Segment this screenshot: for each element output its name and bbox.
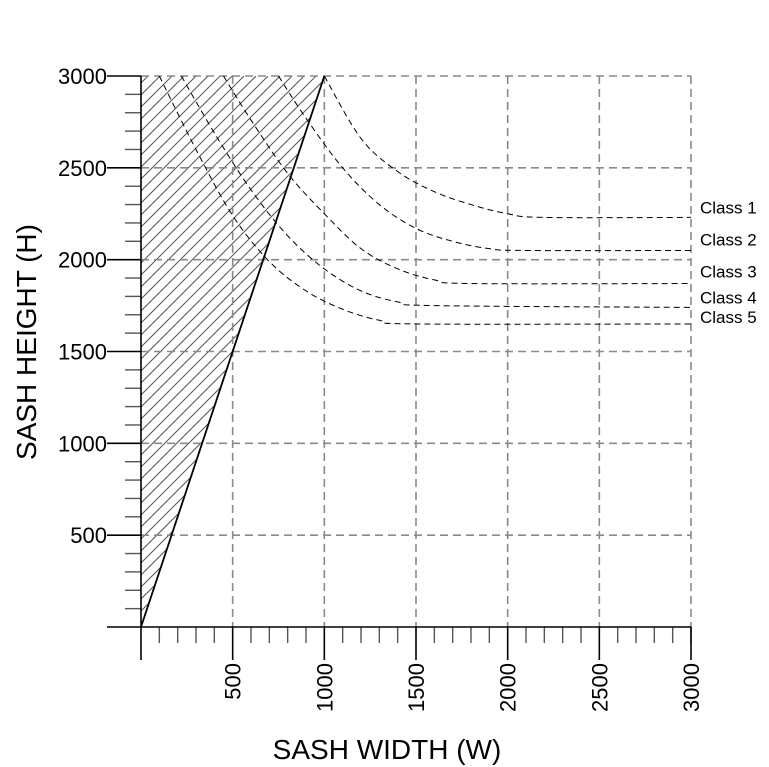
hatch-line [141,76,257,627]
y-axis-title: SASH HEIGHT (H) [11,224,42,460]
class-label: Class 4 [700,288,757,307]
class-curve [223,75,692,285]
x-tick-label: 1500 [404,663,429,712]
y-tick-label: 2000 [58,248,107,273]
hatch-line [365,76,769,627]
x-tick-label: 1000 [312,663,337,712]
y-tick-label: 2500 [58,156,107,181]
limit-line [140,75,326,628]
class-curves [158,75,692,325]
x-tick-label: 500 [221,663,246,700]
x-tick-label: 2500 [587,663,612,712]
axes [107,75,692,660]
class-label: Class 2 [700,230,757,249]
hatch-line [141,76,245,627]
hatch-line [148,76,325,627]
class-label: Class 1 [700,198,757,217]
y-tick-label: 1500 [58,340,107,365]
grid [141,75,692,627]
hatch-line [141,76,269,627]
class-curve [278,75,692,252]
hatch-line [316,76,325,627]
class-curve [180,75,692,308]
class-curve [158,75,692,325]
hatch-line [141,76,281,627]
class-label: Class 3 [700,263,757,282]
x-axis-title: SASH WIDTH (W) [273,734,502,765]
x-tick-label: 2000 [496,663,521,712]
class-curve [323,75,692,219]
minor-ticks [125,93,692,643]
class-label: Class 5 [700,308,757,327]
y-tick-label: 500 [70,523,107,548]
x-tick-label: 3000 [679,663,704,712]
limit-line-group [140,75,326,628]
hatch-line [0,76,4,627]
y-tick-label: 3000 [58,64,107,89]
y-tick-label: 1000 [58,431,107,456]
